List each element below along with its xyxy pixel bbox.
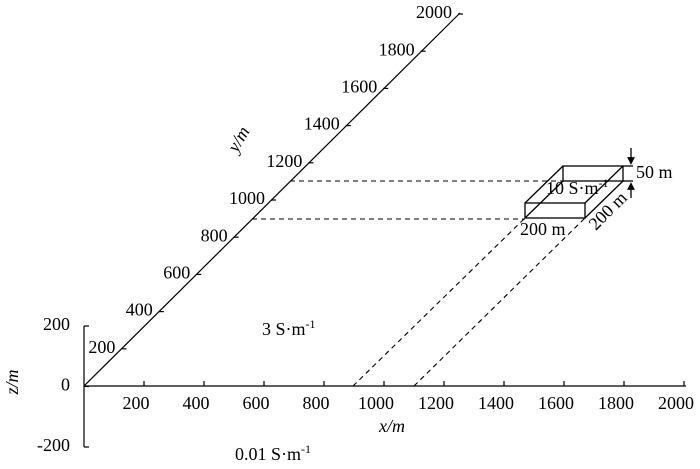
x-tick-label: 1000 — [358, 393, 394, 413]
upper-conductivity: 3 S·m-1 — [262, 317, 316, 339]
y-tick-label: 1800 — [379, 39, 415, 59]
z-tick-label: 0 — [61, 375, 70, 395]
y-tick-label: 1000 — [229, 188, 265, 208]
x-tick-label: 1400 — [478, 393, 514, 413]
label-text: 3 S·m — [262, 319, 306, 339]
block-edge — [524, 165, 564, 204]
x-tick-label: 2000 — [658, 393, 694, 413]
label-text: 0.01 S·m — [235, 444, 301, 464]
y-tick-label: 600 — [163, 263, 190, 283]
x-tick-label: 1800 — [598, 393, 634, 413]
x-tick-label: 800 — [303, 393, 330, 413]
y-tick-label: 1600 — [341, 77, 377, 97]
y-tick-label: 1400 — [304, 114, 340, 134]
x-tick-label: 400 — [183, 393, 210, 413]
block-front — [524, 202, 586, 219]
label-sup: -1 — [301, 442, 311, 456]
x-tick-label: 1200 — [418, 393, 454, 413]
label-sup: -1 — [599, 176, 609, 190]
z-axis-label: z/m — [2, 369, 22, 395]
y-tick-label: 2000 — [416, 2, 452, 22]
block-edge — [584, 165, 624, 204]
x-tick-label: 600 — [243, 393, 270, 413]
x-axis-label: x/m — [378, 416, 405, 436]
block — [524, 148, 635, 219]
y-axis-label: y/m — [222, 123, 253, 157]
x-tick-label: 1600 — [538, 393, 574, 413]
block-edge — [584, 180, 624, 219]
guide-line — [352, 217, 526, 387]
z-tick-label: 200 — [43, 314, 70, 334]
y-tick-label: 1200 — [266, 151, 302, 171]
block-height: 50 m — [636, 162, 673, 182]
block-edge — [524, 180, 564, 219]
guide-line — [413, 217, 586, 387]
y-tick-label: 800 — [201, 225, 228, 245]
y-tick-label: 400 — [126, 300, 153, 320]
label-text: 10 S·m — [546, 178, 599, 198]
block-conductivity: 10 S·m-1 — [546, 176, 609, 198]
x-tick-label: 200 — [123, 393, 150, 413]
lower-conductivity: 0.01 S·m-1 — [235, 442, 311, 464]
y-tick-label: 200 — [88, 337, 115, 357]
label-sup: -1 — [306, 317, 316, 331]
block-back — [562, 165, 624, 182]
block-width: 200 m — [520, 219, 566, 239]
z-tick-label: -200 — [37, 435, 70, 455]
guides — [252, 180, 586, 387]
